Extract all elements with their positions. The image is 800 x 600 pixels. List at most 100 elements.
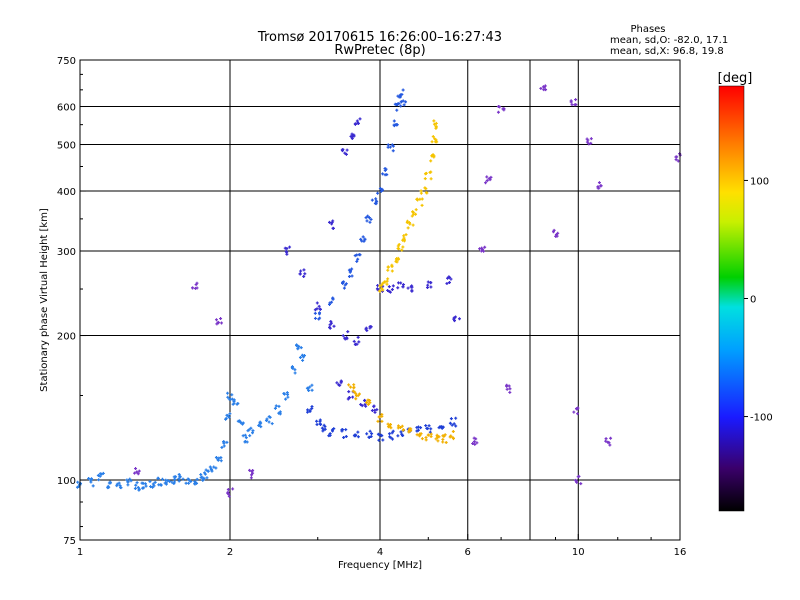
data-point [225,413,229,417]
data-point [126,480,130,484]
data-point [362,239,366,243]
data-point [391,437,395,441]
data-point [354,394,358,398]
data-point [134,483,138,487]
data-point [101,471,105,475]
data-point [244,436,248,440]
data-point [177,477,181,481]
data-point [97,478,101,482]
data-point [341,334,345,338]
data-point [258,420,262,424]
data-point [299,346,303,350]
chart-subtitle: RwPretec (8p) [334,43,425,58]
data-point [251,469,255,473]
data-point [396,94,400,98]
data-point [149,485,153,489]
data-point [572,410,576,414]
data-point [331,296,335,300]
data-point [399,430,403,434]
data-point [98,474,102,478]
data-point [370,198,374,202]
data-point [190,286,194,290]
data-point [302,268,306,272]
data-point [265,417,269,421]
data-point [354,397,358,401]
data-point [347,275,351,279]
data-point [243,439,247,443]
data-point [411,210,415,214]
data-point [363,237,367,241]
data-point [386,277,390,281]
data-point [430,154,434,158]
data-point [313,316,317,320]
data-point [418,197,422,201]
data-point [346,330,350,334]
data-point [443,433,447,437]
data-point [429,281,433,285]
data-point [160,477,164,481]
data-point [302,355,306,359]
data-point [386,422,390,426]
y-axis-label: Stationary phase Virtual Height [km] [39,208,50,392]
y-tick-label: 400 [57,187,76,198]
data-point [356,430,360,434]
x-tick-label: 4 [377,547,383,558]
data-point [426,433,430,437]
data-point [350,274,354,278]
data-point [214,455,218,459]
data-point [277,404,281,408]
data-point [133,471,137,475]
x-tick-label: 2 [227,547,233,558]
data-point [270,422,274,426]
data-point [453,319,457,323]
data-point [608,443,612,447]
data-point [404,100,408,104]
data-point [293,371,297,375]
y-tick-label: 750 [57,56,76,67]
data-point [144,484,148,488]
data-point [140,486,144,490]
data-point [390,288,394,292]
data-point [429,159,433,163]
data-point [345,148,349,152]
y-ticks: 75 100 200 300 400 500 600 750 [57,56,86,547]
data-point [152,484,156,488]
data-point [344,434,348,438]
data-point [249,426,253,430]
data-point [353,122,357,126]
data-point [378,187,382,191]
data-point [222,444,226,448]
data-point [208,465,212,469]
data-point [483,245,487,249]
data-point [428,430,432,434]
data-point [385,173,389,177]
data-point [391,149,395,153]
data-point [390,263,394,267]
data-point [331,226,335,230]
data-point [364,327,368,331]
data-point [267,420,271,424]
data-point [274,404,278,408]
data-point [364,216,368,220]
data-point [544,88,548,92]
data-point [676,159,680,163]
data-point [505,387,509,391]
data-point [423,172,427,176]
data-point [358,117,362,121]
data-point [153,480,157,484]
data-point [342,286,346,290]
data-point [222,440,226,444]
data-point [579,482,583,486]
data-point [505,383,509,387]
data-point [442,434,446,438]
data-point [356,122,360,126]
data-point [347,396,351,400]
data-point [96,473,100,477]
colorbar-tick-label: 0 [750,295,756,306]
data-point [298,355,302,359]
data-point [589,141,593,145]
x-tick-label: 10 [572,547,585,558]
data-point [415,425,419,429]
data-point [586,138,590,142]
data-point [303,272,307,276]
